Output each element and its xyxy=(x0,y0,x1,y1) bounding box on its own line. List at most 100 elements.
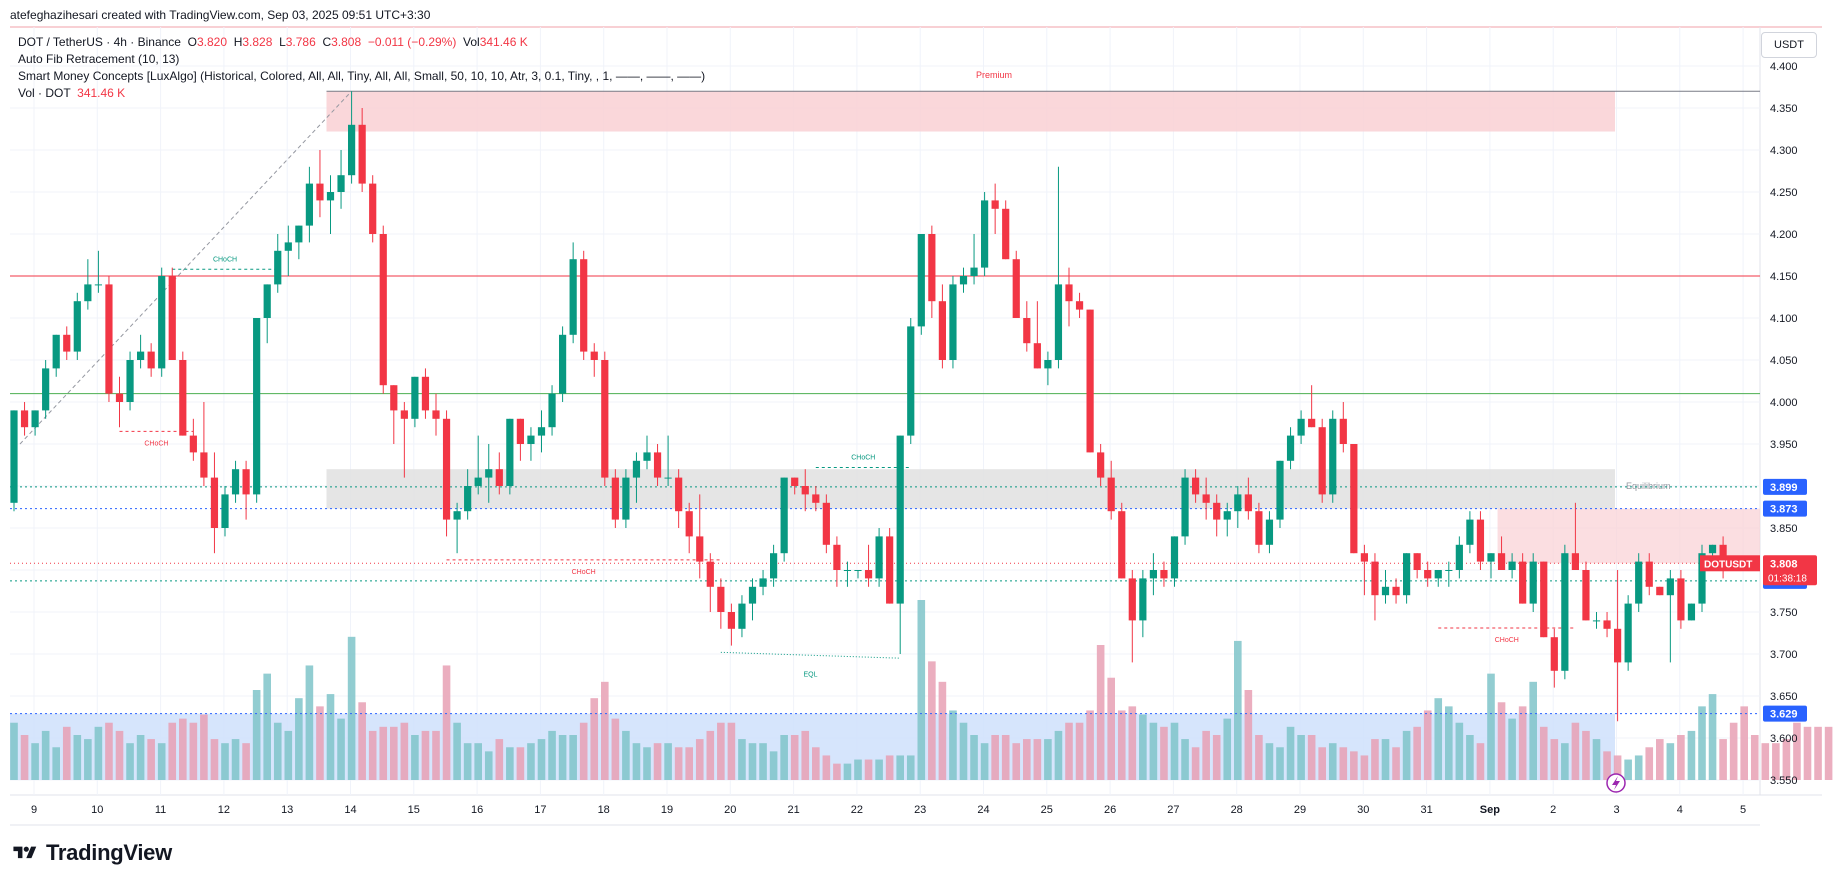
candle-body xyxy=(970,267,978,276)
volume-bar xyxy=(1803,726,1812,780)
chart-credit: atefeghazihesari created with TradingVie… xyxy=(10,8,431,22)
volume-bar xyxy=(252,690,261,780)
candle-body xyxy=(42,368,50,411)
volume-bar xyxy=(643,747,651,780)
candle-body xyxy=(253,318,261,495)
indicator-smc[interactable]: Smart Money Concepts [LuxAlgo] (Historic… xyxy=(18,69,706,83)
indicator-fib[interactable]: Auto Fib Retracement (10, 13) xyxy=(18,52,180,66)
candle-body xyxy=(653,452,662,478)
tradingview-logo[interactable]: TradingView xyxy=(10,840,172,866)
candle-body xyxy=(1424,570,1432,579)
volume-bar xyxy=(843,763,852,780)
volume-bar xyxy=(1624,759,1632,780)
volume-bar xyxy=(1265,743,1274,780)
candle-body xyxy=(1371,561,1379,596)
volume-bar xyxy=(759,743,767,780)
volume-bar xyxy=(537,739,546,780)
volume-bar xyxy=(62,726,71,780)
volume-bar xyxy=(105,722,113,780)
volume-bar xyxy=(400,722,409,780)
volume-bar xyxy=(231,739,240,780)
symbol-title[interactable]: DOT / TetherUS · 4h · Binance xyxy=(18,35,181,49)
x-tick-label: 16 xyxy=(471,804,483,816)
candle-body xyxy=(928,234,936,302)
volume-bar xyxy=(1508,718,1516,780)
volume-bar xyxy=(1582,730,1590,780)
volume-bar xyxy=(1033,739,1042,780)
x-tick-label: 29 xyxy=(1294,804,1306,816)
volume-bar xyxy=(833,763,841,780)
candle-body xyxy=(1234,494,1242,512)
close-label: C xyxy=(322,35,332,49)
volume-bar xyxy=(1656,739,1664,780)
candle-body xyxy=(1656,586,1664,596)
candle-body xyxy=(527,435,535,444)
volume-bar xyxy=(136,735,145,780)
volume-bar xyxy=(632,743,641,780)
candle-body xyxy=(168,276,176,360)
x-axis[interactable]: 9 10 11 12 13 14 15 16 17 18 19 20 21 22 23 24 25 26 27 28 2… xyxy=(31,804,1746,816)
candle-body xyxy=(611,477,619,520)
price-label-text: 3.899 xyxy=(1770,482,1798,494)
volume-bar xyxy=(1381,739,1390,780)
volume-bar xyxy=(569,735,577,780)
price-label-text: 3.629 xyxy=(1770,709,1798,721)
volume-bar xyxy=(1096,645,1105,780)
volume-bar xyxy=(674,747,683,780)
volume-bar xyxy=(1550,739,1559,780)
currency-selector[interactable]: USDT xyxy=(1761,32,1817,58)
candle-body xyxy=(938,301,946,360)
x-tick-label: 25 xyxy=(1041,804,1053,816)
x-tick-label: 26 xyxy=(1104,804,1116,816)
y-tick-label: 4.250 xyxy=(1770,187,1798,199)
candle-body xyxy=(1561,553,1569,671)
candle-body xyxy=(1160,570,1168,579)
volume-bar xyxy=(959,722,968,780)
y-axis[interactable]: 4.400 4.350 4.300 4.250 4.200 4.150 4.100 4.050… xyxy=(1770,61,1798,787)
volume-bar xyxy=(790,735,799,780)
volume-bar xyxy=(1666,743,1675,780)
volume-bar xyxy=(73,735,82,780)
candle-body xyxy=(1466,519,1474,545)
candle-body xyxy=(390,385,398,411)
symbol-row[interactable]: DOT / TetherUS · 4h · Binance O3.820 H3.… xyxy=(18,34,705,51)
eql-line xyxy=(720,651,901,659)
candle-body xyxy=(1540,561,1548,638)
candle-body xyxy=(759,578,767,587)
candle-body xyxy=(1213,502,1221,520)
candle-body xyxy=(548,393,556,428)
volume-bar xyxy=(1740,706,1748,780)
candle-body xyxy=(569,259,577,335)
candle-body xyxy=(1033,343,1041,369)
volume-bar xyxy=(1107,677,1115,780)
volume-bar xyxy=(157,743,166,780)
volume-bar xyxy=(1339,747,1348,780)
candle-body xyxy=(632,460,641,478)
candle-body xyxy=(442,418,451,520)
x-tick-label: 12 xyxy=(218,804,230,816)
y-tick-label: 4.300 xyxy=(1770,145,1798,157)
volume-bar xyxy=(189,722,198,780)
candle-body xyxy=(506,418,514,486)
volume-bar xyxy=(1392,747,1400,780)
tradingview-logo-icon xyxy=(13,846,37,859)
candle-body xyxy=(706,561,714,587)
candle-body xyxy=(1645,561,1653,587)
x-tick-label: 21 xyxy=(787,804,799,816)
candle-body xyxy=(1614,628,1622,663)
candle-body xyxy=(1255,511,1263,545)
candle-body xyxy=(126,360,134,402)
candle-body xyxy=(1012,259,1020,318)
x-tick-label: 4 xyxy=(1677,804,1683,816)
candle-body xyxy=(1265,519,1274,545)
indicator-volume[interactable]: Vol · DOT 341.46 K xyxy=(18,85,705,102)
volume-bar xyxy=(326,694,335,780)
candle-body xyxy=(1339,418,1347,444)
candle-body xyxy=(685,511,693,537)
volume-bar xyxy=(1782,739,1791,780)
candle-body xyxy=(1202,494,1210,503)
candle-body xyxy=(1519,561,1527,604)
candle-body xyxy=(284,242,292,251)
volume-bar xyxy=(411,735,419,780)
